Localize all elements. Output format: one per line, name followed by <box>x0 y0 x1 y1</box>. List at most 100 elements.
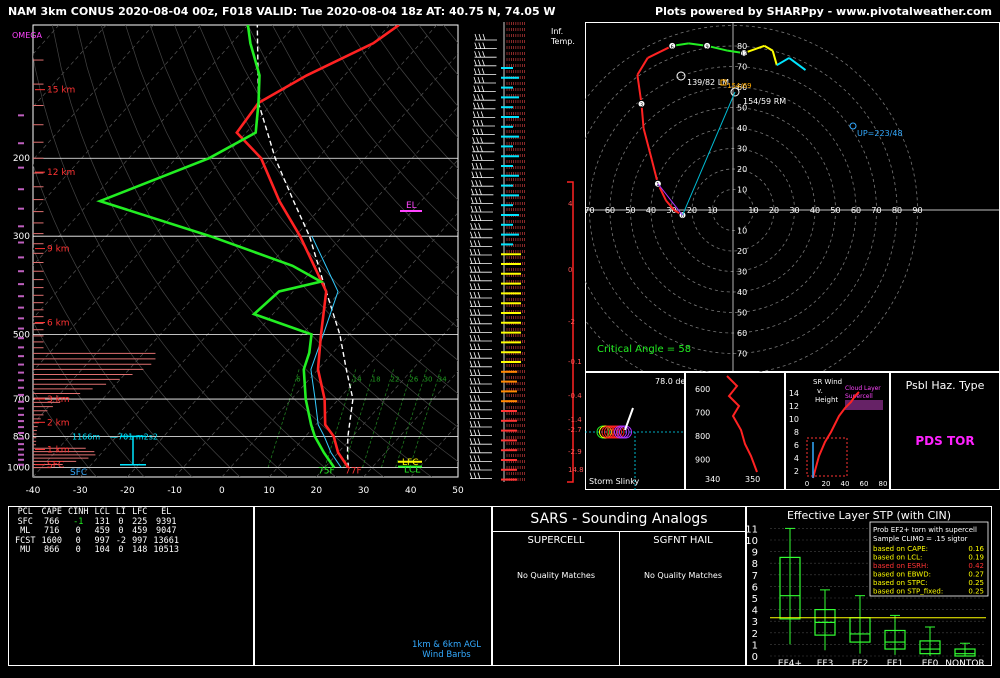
hodo-x-tick: 50 <box>830 206 840 215</box>
dry-adiabat <box>100 25 432 477</box>
hodo-height-marker <box>637 99 646 108</box>
storm-motion-row <box>258 647 358 657</box>
wind-barb-flag <box>477 257 481 264</box>
thermo-header-cell: LCL <box>94 507 110 517</box>
dry-adiabat <box>33 247 193 477</box>
temp-tick-label: 40 <box>405 486 417 496</box>
pressure-tick-label: 500 <box>13 330 30 340</box>
stp-box <box>779 556 801 620</box>
parcel-trace <box>256 25 354 468</box>
isotherm-line <box>33 25 107 108</box>
wind-barb-flag <box>476 137 479 144</box>
sfc-label: SFC <box>70 468 87 478</box>
prob-title: Prob EF2+ torn with supercell <box>873 526 977 534</box>
thermo-row: FCST 1600 0 997 -2 997 13661 <box>12 535 182 547</box>
thermo-cell: 131 <box>94 516 110 527</box>
wind-barb-flag <box>469 360 473 367</box>
stp-category-label: EF2 <box>852 659 869 669</box>
height-label: 9 km <box>47 245 70 255</box>
wind-barb-flag <box>473 274 477 281</box>
wind-barb-flag <box>469 343 473 350</box>
wind-barb-flag <box>473 257 477 264</box>
sfc-temp-label: 77F <box>345 466 362 476</box>
thermo-header-cell: LI <box>115 507 127 517</box>
dry-adiabat <box>296 25 458 233</box>
prob-value: 0.42 <box>968 562 984 570</box>
hodo-y-tick: 80 <box>737 42 747 51</box>
wind-barb-flag <box>473 463 477 471</box>
wind-barb-flag <box>470 197 474 204</box>
wind-barb-flag <box>477 326 481 333</box>
srwind-y-tick: 6 <box>794 441 799 450</box>
isotherm-line <box>33 25 296 319</box>
isotherm-line <box>316 317 458 477</box>
wind-barb-flag <box>479 154 483 161</box>
stp-y-tick: 10 <box>746 536 758 547</box>
dry-adiabat <box>149 25 458 428</box>
kinematic-extra <box>258 595 358 656</box>
kinematic-table-wrap <box>256 508 292 512</box>
wind-barb-flag <box>469 446 473 453</box>
index-row <box>12 600 156 610</box>
wind-barb-column: Inf.Temp. 4 0 -2 -0.1 -0.4 -1.4 -2.7 -2.9 14.8 <box>469 22 584 483</box>
thermo-cell: 13661 <box>153 535 180 546</box>
mixing-ratio-label: 26 <box>409 375 418 383</box>
critical-angle-shear <box>657 183 683 216</box>
thermo-cell: -1 <box>73 516 84 527</box>
wind-barb-flag <box>473 291 477 299</box>
hodo-segment <box>763 44 774 52</box>
wind-barb-flag <box>475 171 479 178</box>
isotherm-line <box>33 25 390 425</box>
hodograph-chart: 9080706050403020101020304050607080908070… <box>585 22 1000 372</box>
hodo-height-marker-label: 3 <box>640 102 643 108</box>
wind-barb-flag <box>473 352 477 359</box>
wind-barb-flag <box>477 94 480 101</box>
wind-barb-flag <box>477 446 481 453</box>
thetae-frame <box>685 372 785 490</box>
stp-category-label: EF4+ <box>778 659 802 669</box>
wind-barb-flag <box>469 274 473 281</box>
dry-adiabat <box>223 25 458 329</box>
wind-barb-flag <box>478 197 482 204</box>
wind-barb-flag <box>475 162 479 170</box>
thermo-cell: 9391 <box>155 516 177 527</box>
eff-inflow-srh: —701 m2s2 <box>110 432 158 441</box>
hodo-y-tick: 70 <box>737 350 747 359</box>
dry-adiabat <box>247 25 458 296</box>
stp-y-tick: 4 <box>752 606 758 617</box>
wind-barb-flag <box>480 145 483 152</box>
srwind-row <box>258 605 358 615</box>
hodo-y-tick: 20 <box>737 165 747 174</box>
wind-barb-flag <box>481 102 484 109</box>
wind-barb-flag <box>475 180 478 187</box>
wind-barb-flag <box>477 343 481 350</box>
thermo-header-cell: CINH <box>67 507 89 517</box>
thermo-table-wrap: PCL CAPE CINH LCL LI LFC EL SFC 766 -1 131 0 225 939… <box>12 507 182 556</box>
temp-tick-label: 0 <box>219 486 225 496</box>
thetae-y-tick: 600 <box>695 385 710 394</box>
wind-barb-flag <box>469 326 473 333</box>
pressure-tick-label: 200 <box>13 154 30 164</box>
wind-barb-flag <box>478 33 482 41</box>
wind-barb-flag <box>469 377 473 385</box>
hodo-x-tick: 40 <box>646 206 656 215</box>
wind-barb-flag <box>477 395 481 402</box>
header-bar: NAM 3km CONUS 2020-08-04 00z, F018 VALID… <box>0 0 1000 22</box>
wind-barb-flag <box>478 51 481 58</box>
wind-barb-flag <box>477 240 481 247</box>
stp-box <box>954 648 976 657</box>
thermo-cell: 0 <box>75 526 81 536</box>
wind-barb-flag <box>469 317 473 324</box>
hodo-x-tick: 10 <box>707 206 717 215</box>
srwind-y-tick: 14 <box>789 389 799 398</box>
wind-barb-flag <box>473 68 477 75</box>
wind-barb-flag <box>482 59 485 66</box>
height-label: 3 km <box>47 395 70 405</box>
wind-barb-flag <box>473 102 476 109</box>
wind-barb-flag <box>473 343 477 350</box>
thetae-y-tick: 700 <box>695 409 710 418</box>
dry-adiabat <box>76 25 384 477</box>
wind-barb-flag <box>473 94 476 101</box>
srwind-x-tick: 80 <box>879 480 888 488</box>
stp-y-tick: 7 <box>752 571 758 582</box>
